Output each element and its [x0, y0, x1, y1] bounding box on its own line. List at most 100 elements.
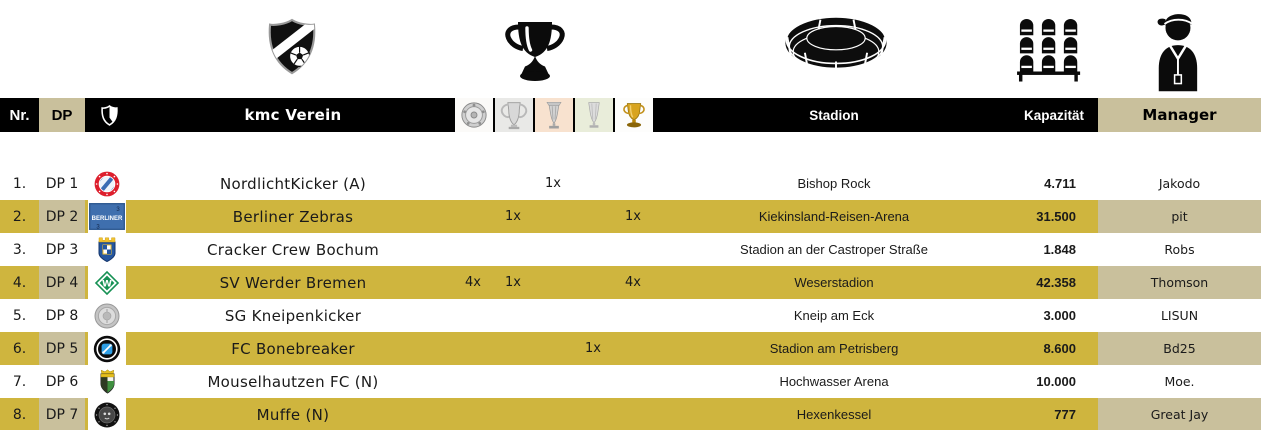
uefa-cup-count-cell: 1x: [585, 341, 601, 356]
stadium-cell: Bishop Rock: [797, 176, 871, 191]
dp-cell: DP 1: [45, 175, 79, 192]
europa-league-count-cell: [533, 266, 573, 299]
club-name-cell: NordlichtKicker (A): [219, 174, 367, 193]
club-crest-icon: [265, 16, 319, 82]
gap-cell: [653, 299, 660, 332]
trophy-icon: [503, 18, 567, 88]
table-row[interactable]: 3. DP 3 Cracker Crew Bochum Stadion an d…: [0, 233, 1261, 266]
manager-cell: Great Jay: [1098, 398, 1261, 430]
table-row[interactable]: 8. DP 7 Muffe (N) Hexenkessel 777 Great …: [0, 398, 1261, 430]
gap-cell: [653, 167, 660, 200]
dp-cell: DP 6: [45, 373, 79, 390]
table-row[interactable]: 6. DP 5 FC Bonebreaker 1x Stadion am Pet…: [0, 332, 1261, 365]
header-stadion: Stadion: [809, 107, 859, 123]
rank-cell: 8.: [12, 406, 27, 423]
champions-league-count-cell: [493, 299, 533, 332]
capacity-cell: 31.500: [1036, 209, 1076, 224]
europa-league-count-cell: [533, 299, 573, 332]
table-header: Nr. DP kmc Verein: [0, 98, 1261, 132]
uefa-cup-trophy-icon: [573, 98, 613, 132]
stadium-cell: Weserstadion: [794, 275, 874, 290]
pokal-count-cell: [613, 233, 653, 266]
europa-league-count-cell: [533, 233, 573, 266]
top-icon-strip: [0, 0, 1261, 98]
capacity-cell: 3.000: [1043, 308, 1076, 323]
stadium-cell: Kiekinsland-Reisen-Arena: [758, 209, 910, 224]
manager-cell: Robs: [1164, 242, 1195, 257]
grandstand-seats-icon: [1017, 18, 1084, 86]
svg-text:3: 3: [96, 225, 100, 231]
dp-cell: DP 2: [39, 200, 85, 233]
rank-cell: 5.: [12, 307, 27, 324]
champions-league-count-cell: [493, 167, 533, 200]
club-crest-image: [88, 167, 126, 200]
meisterschale-count-cell: [453, 299, 493, 332]
table-row[interactable]: 5. DP 8 SG Kneipenkicker Kneip am Eck 3.…: [0, 299, 1261, 332]
stadium-cell: Stadion an der Castroper Straße: [740, 242, 928, 257]
capacity-cell: 10.000: [1036, 374, 1076, 389]
manager-icon: [1153, 4, 1201, 98]
uefa-cup-count-cell: [573, 200, 613, 233]
club-crest-cell: [85, 167, 133, 200]
header-nr: Nr.: [9, 106, 30, 124]
champions-league-count-cell: [493, 233, 533, 266]
dp-cell: DP 3: [45, 241, 79, 258]
club-crest-image: [88, 332, 126, 365]
stadium-cell: Stadion am Petrisberg: [769, 341, 899, 356]
club-name-cell: Mouselhautzen FC (N): [207, 372, 379, 391]
table-row[interactable]: 4. DP 4 W SV Werder Bremen 4x 1x 4x Wese…: [0, 266, 1261, 299]
club-crest-cell: [85, 332, 133, 365]
europa-league-count-cell: [533, 365, 573, 398]
table-row[interactable]: 1. DP 1 NordlichtKicker (A) 1x Bishop Ro…: [0, 167, 1261, 200]
gold-pokal-icon: [613, 98, 653, 132]
uefa-cup-count-cell: [573, 299, 613, 332]
club-name-cell: FC Bonebreaker: [231, 339, 355, 358]
pokal-count-cell: [613, 332, 653, 365]
meisterschale-count-cell: [453, 167, 493, 200]
stadium-cell: Hochwasser Arena: [779, 374, 889, 389]
stadium-icon: [781, 8, 891, 84]
rank-cell: 4.: [12, 274, 27, 291]
header-manager: Manager: [1098, 98, 1261, 132]
manager-cell: pit: [1098, 200, 1261, 233]
manager-cell: Moe.: [1164, 374, 1195, 389]
meisterschale-count-cell: [453, 200, 493, 233]
uefa-cup-count-cell: [573, 167, 613, 200]
europa-league-count-cell: [533, 398, 573, 430]
champions-league-count-cell: 1x: [505, 275, 521, 290]
club-crest-image: [88, 365, 126, 398]
gap-cell: [653, 332, 660, 365]
manager-cell: LISUN: [1160, 308, 1199, 323]
uefa-cup-count-cell: [573, 365, 613, 398]
stadium-cell: Kneip am Eck: [793, 308, 875, 323]
svg-text:3: 3: [116, 207, 120, 213]
header-kapazitaet: Kapazität: [1023, 107, 1084, 123]
club-crest-cell: W: [85, 266, 133, 299]
europa-league-count-cell: 1x: [545, 176, 561, 191]
meisterschale-count-cell: [453, 398, 493, 430]
meisterschale-count-cell: [453, 233, 493, 266]
header-dp: DP: [39, 98, 85, 132]
gap-cell: [653, 365, 660, 398]
champions-league-trophy-icon: [493, 98, 533, 132]
gap-cell: [653, 266, 660, 299]
table-row[interactable]: 2. DP 2 BERLINER 3 3 Berliner Zebras 1x …: [0, 200, 1261, 233]
club-name-cell: Muffe (N): [256, 405, 330, 424]
rank-cell: 6.: [12, 340, 27, 357]
gap-cell: [653, 200, 660, 233]
table-row[interactable]: 7. DP 6 Mouselhautzen FC (N) Hochwasser …: [0, 365, 1261, 398]
club-name-cell: SV Werder Bremen: [219, 273, 367, 292]
manager-cell: Jakodo: [1158, 176, 1201, 191]
club-name-cell: Cracker Crew Bochum: [206, 240, 379, 259]
pokal-count-cell: [613, 398, 653, 430]
pokal-count-cell: [613, 299, 653, 332]
gap-cell: [653, 398, 660, 430]
club-crest-cell: [85, 365, 133, 398]
table-body: 1. DP 1 NordlichtKicker (A) 1x Bishop Ro…: [0, 167, 1261, 430]
club-crest-image: [88, 398, 126, 430]
header-row-spacer: [0, 132, 1261, 167]
uefa-cup-count-cell: [573, 233, 613, 266]
club-crest-image: W: [88, 266, 126, 299]
rank-cell: 7.: [12, 373, 27, 390]
